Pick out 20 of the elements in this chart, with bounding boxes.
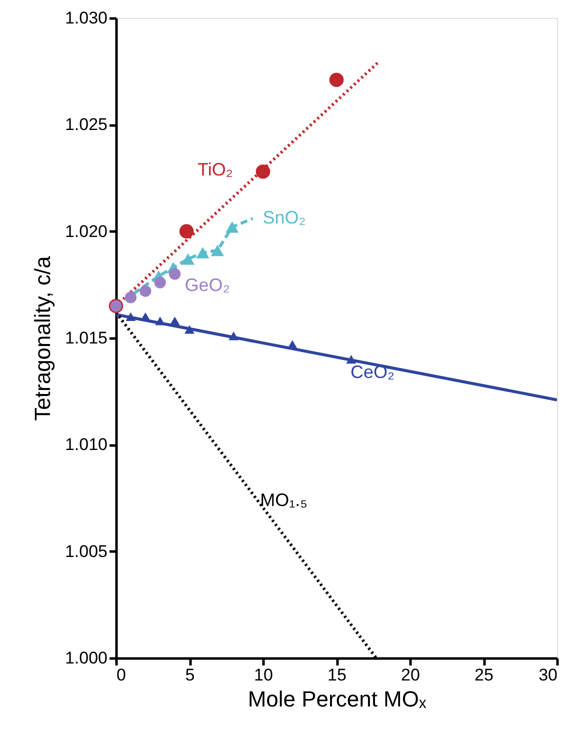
series-label: GeO₂	[184, 275, 230, 295]
x-axis-title: Mole Percent MOₓ	[248, 686, 427, 712]
y-tick-label: 1.030	[64, 8, 108, 28]
y-tick-label: 1.015	[64, 328, 108, 348]
x-tick-label: 20	[401, 666, 420, 684]
y-axis-title: Tetragonality, c/a	[30, 255, 55, 421]
y-tick-label: 1.025	[64, 115, 108, 134]
series-label: SnO₂	[262, 208, 306, 228]
y-tick-label: 1.010	[64, 435, 108, 454]
series-label: TiO₂	[198, 159, 233, 180]
x-tick-label: 30	[538, 666, 558, 684]
x-tick-label: 10	[254, 666, 273, 684]
y-tick-label: 1.005	[64, 542, 108, 561]
y-tick-label: 1.020	[64, 222, 108, 241]
y-tick-label: 1.000	[64, 648, 108, 668]
x-tick-label: 15	[328, 666, 346, 684]
series-label: MO₁.₅	[260, 490, 308, 510]
x-tick-label: 0	[116, 666, 126, 684]
x-tick-label: 25	[474, 666, 494, 684]
x-tick-label: 5	[185, 666, 195, 684]
